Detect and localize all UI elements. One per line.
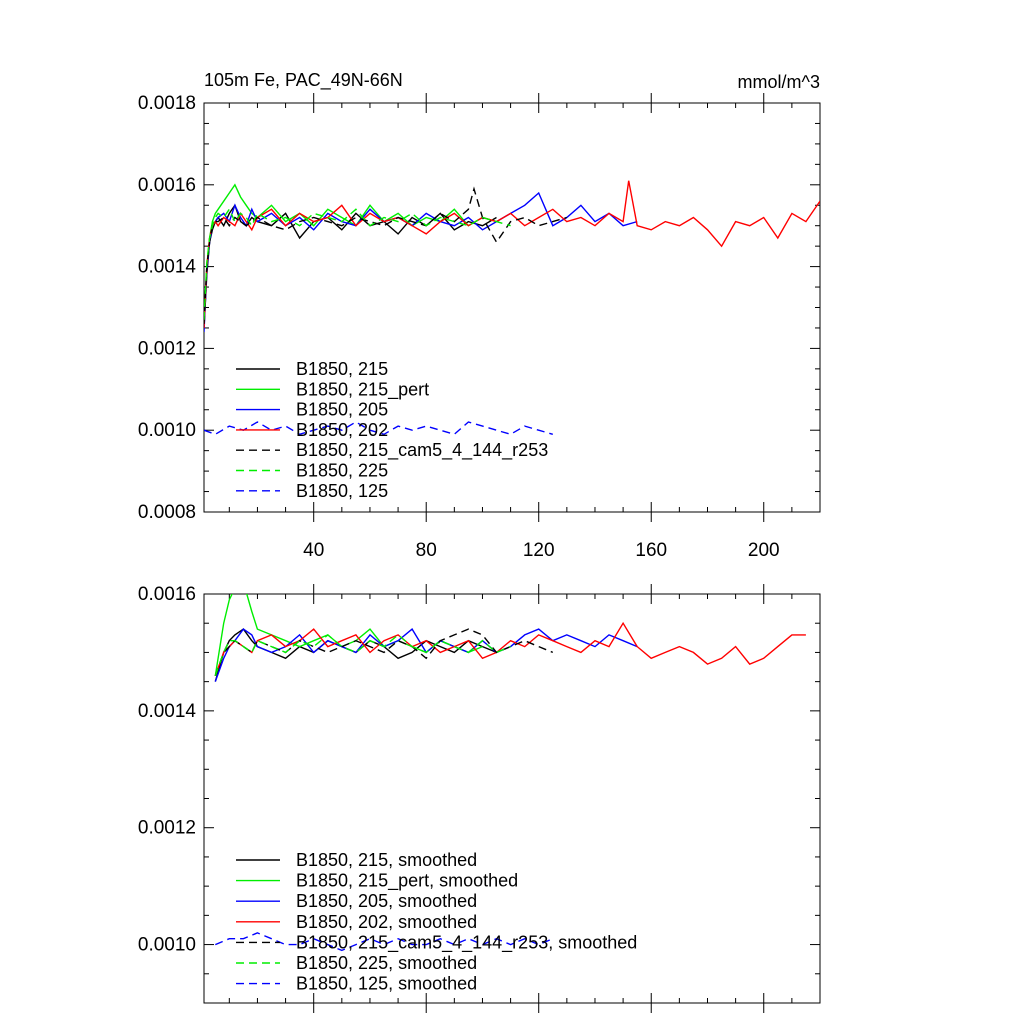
- y-tick-label: 0.0010: [138, 935, 196, 956]
- y-tick-label: 0.0014: [138, 257, 197, 278]
- x-tick-label: 200: [748, 540, 780, 561]
- series-line: [214, 628, 554, 677]
- y-tick-label: 0.0016: [138, 175, 196, 196]
- series-group: [214, 594, 806, 952]
- y-tick-label: 0.0016: [138, 584, 196, 605]
- legend-label: B1850, 225: [296, 461, 388, 481]
- series-line: [204, 186, 567, 324]
- legend-label: B1850, 205: [296, 400, 388, 420]
- series-line: [214, 594, 483, 676]
- x-tick-label: 160: [635, 540, 667, 561]
- x-tick-label: 80: [416, 540, 437, 561]
- series-line: [204, 207, 511, 320]
- legend-label: B1850, 215_pert, smoothed: [296, 871, 518, 892]
- legend-label: B1850, 125: [296, 481, 388, 501]
- y-tick-label: 0.0012: [138, 818, 196, 839]
- x-tick-label: 40: [303, 540, 324, 561]
- legend-label: B1850, 202, smoothed: [296, 912, 477, 932]
- legend-label: B1850, 125, smoothed: [296, 974, 477, 994]
- y-tick-label: 0.0008: [138, 502, 196, 523]
- legend-label: B1850, 215, smoothed: [296, 850, 477, 870]
- series-line: [214, 633, 511, 677]
- legend-label: B1850, 215_cam5_4_144_r253, smoothed: [296, 932, 637, 953]
- series-line: [214, 628, 638, 682]
- y-tick-label: 0.0014: [138, 701, 197, 722]
- series-line: [214, 628, 497, 682]
- legend-label: B1850, 205, smoothed: [296, 891, 477, 911]
- series-line: [204, 421, 553, 436]
- series-line: [204, 180, 820, 329]
- series-line: [214, 621, 806, 677]
- chart-title: 105m Fe, PAC_49N-66N: [204, 70, 403, 91]
- panel-top: 105m Fe, PAC_49N-66N mmol/m^3 0.0008 0.00…: [138, 70, 821, 561]
- y-tick-label: 0.0010: [138, 420, 196, 441]
- series-line: [204, 183, 497, 324]
- legend-label: B1850, 202: [296, 420, 388, 440]
- legend-label: B1850, 215_cam5_4_144_r253: [296, 440, 548, 461]
- y-tick-label: 0.0012: [138, 338, 196, 359]
- legend-label: B1850, 215: [296, 359, 388, 379]
- legend-label: B1850, 215_pert: [296, 379, 429, 400]
- legend-label: B1850, 225, smoothed: [296, 953, 477, 973]
- series-line: [215, 932, 554, 952]
- units-label: mmol/m^3: [738, 72, 820, 92]
- x-tick-label: 120: [523, 540, 555, 561]
- y-tick-label: 0.0018: [138, 93, 196, 114]
- series-line: [204, 191, 638, 333]
- series-group: [204, 180, 820, 436]
- panel-bottom: 0.0010 0.0012 0.0014 0.0016 B1850, 215, smoo…: [138, 584, 821, 1013]
